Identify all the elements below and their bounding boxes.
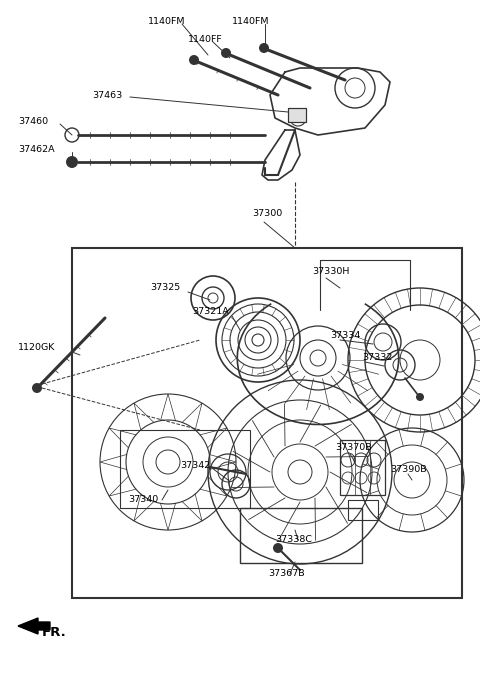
Circle shape xyxy=(259,43,269,53)
Circle shape xyxy=(66,156,78,168)
Text: 37367B: 37367B xyxy=(268,569,305,578)
Text: 37321A: 37321A xyxy=(192,308,229,316)
Text: 37462A: 37462A xyxy=(18,145,55,155)
Text: 1140FM: 1140FM xyxy=(148,18,185,27)
Circle shape xyxy=(273,543,283,553)
Text: 37340: 37340 xyxy=(128,496,158,505)
Bar xyxy=(240,508,362,563)
Circle shape xyxy=(416,393,424,401)
Text: 37330H: 37330H xyxy=(312,267,349,276)
Bar xyxy=(288,108,306,122)
Text: 1140FF: 1140FF xyxy=(188,35,223,44)
Text: FR.: FR. xyxy=(42,625,67,638)
Text: 1140FM: 1140FM xyxy=(232,18,269,27)
Circle shape xyxy=(189,55,199,65)
Polygon shape xyxy=(18,618,50,634)
Bar xyxy=(120,430,250,508)
Text: 37342: 37342 xyxy=(180,462,210,471)
Text: 37325: 37325 xyxy=(150,284,180,293)
Text: 37338C: 37338C xyxy=(275,535,312,544)
Circle shape xyxy=(32,383,42,393)
Bar xyxy=(348,500,378,520)
Bar xyxy=(288,108,306,122)
Text: 37370B: 37370B xyxy=(335,443,372,452)
Text: 37460: 37460 xyxy=(18,117,48,126)
Text: 37300: 37300 xyxy=(252,209,282,218)
Text: 37332: 37332 xyxy=(362,353,392,363)
Circle shape xyxy=(221,48,231,58)
Bar xyxy=(72,248,462,598)
Bar xyxy=(340,440,385,495)
Text: 37334: 37334 xyxy=(330,331,360,340)
Text: 1120GK: 1120GK xyxy=(18,344,55,353)
Text: 37390B: 37390B xyxy=(390,466,427,475)
Text: 37463: 37463 xyxy=(92,91,122,100)
